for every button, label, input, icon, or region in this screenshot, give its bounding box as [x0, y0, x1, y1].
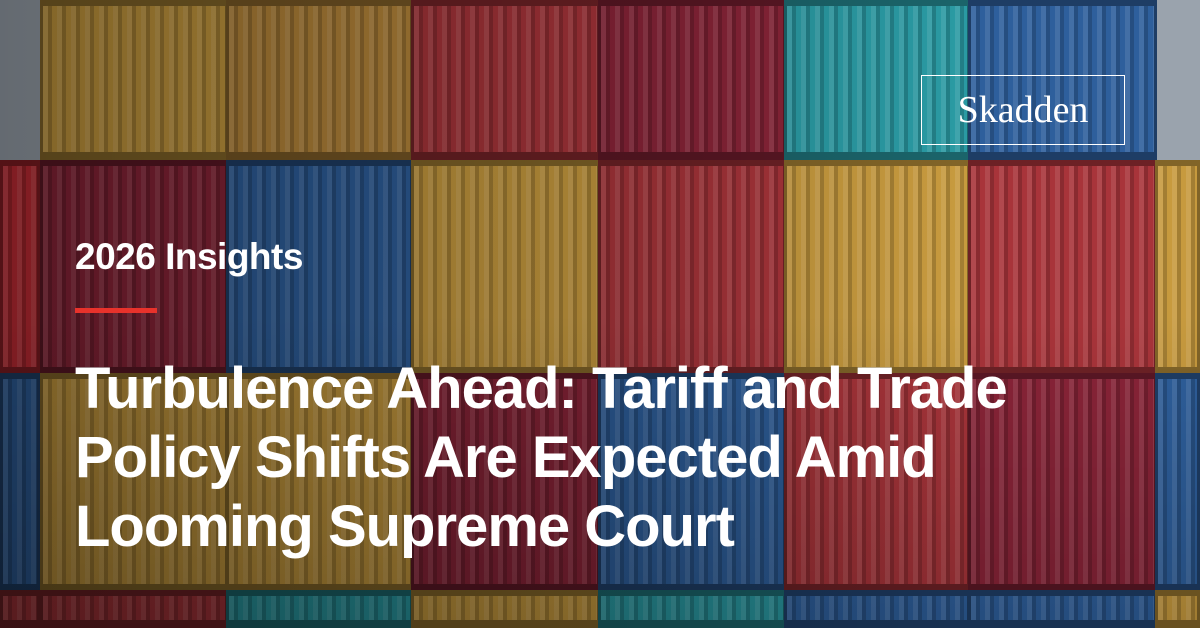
container-panel — [0, 373, 40, 592]
container-panel — [226, 160, 413, 375]
container-panel — [411, 590, 600, 628]
logo-text: Skadden — [957, 89, 1089, 131]
container-panel — [0, 590, 40, 628]
container-panel — [0, 160, 40, 375]
container-panel — [1155, 160, 1200, 375]
container-panel — [968, 373, 1157, 592]
container-panel — [784, 373, 970, 592]
container-panel — [226, 590, 413, 628]
container-panel — [598, 590, 786, 628]
headline: Turbulence Ahead: Tariff and Trade Polic… — [75, 356, 1008, 559]
container-panel — [598, 0, 786, 160]
container-panel — [40, 0, 228, 160]
container-panel — [1155, 373, 1200, 592]
skadden-logo[interactable]: Skadden — [921, 75, 1125, 145]
container-panel — [40, 373, 228, 592]
container-panel — [968, 0, 1157, 160]
container-panel — [226, 0, 413, 160]
container-panel — [40, 160, 228, 375]
container-panel — [226, 373, 413, 592]
container-panel — [411, 160, 600, 375]
container-panel — [1155, 590, 1200, 628]
accent-rule — [75, 308, 157, 313]
container-panel — [784, 590, 970, 628]
kicker-label: 2026 Insights — [75, 236, 303, 277]
container-panel — [411, 0, 600, 160]
container-panel — [598, 373, 786, 592]
container-panel — [968, 590, 1157, 628]
container-panel — [968, 160, 1157, 375]
container-panel — [784, 0, 970, 160]
container-panel — [40, 590, 228, 628]
container-panel — [411, 373, 600, 592]
